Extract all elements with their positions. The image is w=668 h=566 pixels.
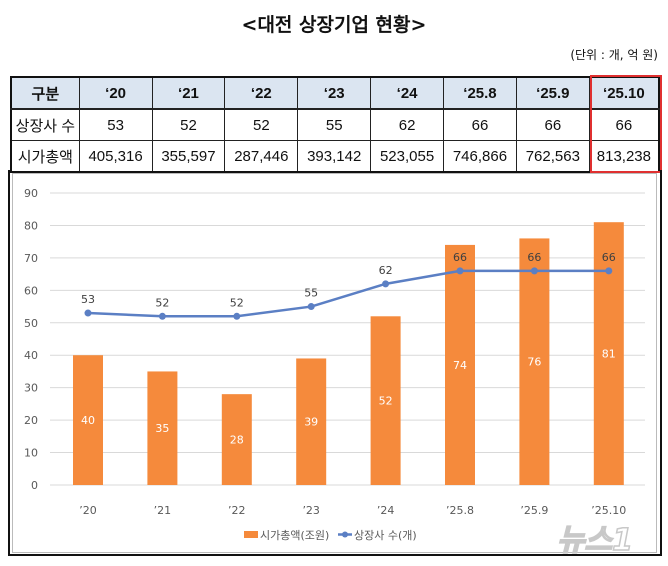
- bar-label: 76: [527, 356, 541, 369]
- table-cell: 405,316: [78, 140, 153, 173]
- page-title: <대전 상장기업 현황>: [241, 14, 427, 36]
- line-label: 53: [81, 293, 95, 306]
- legend-marker: [342, 531, 348, 538]
- bar-label: 28: [230, 434, 244, 447]
- y-tick-label: 0: [31, 479, 38, 492]
- line-point: [84, 309, 92, 317]
- y-tick-label: 10: [24, 447, 38, 460]
- line-point: [382, 280, 390, 288]
- x-tick-label: ’25.9: [520, 504, 548, 517]
- line-point: [158, 312, 166, 320]
- bar-label: 81: [602, 348, 616, 361]
- y-tick-label: 50: [24, 317, 38, 330]
- bar-label: 52: [379, 395, 393, 408]
- line-label: 62: [379, 264, 393, 277]
- table-cell: 66: [515, 108, 590, 141]
- table-row: 시가총액 405,316 355,597 287,446 393,142 523,055 7…: [10, 140, 660, 173]
- line-point: [605, 267, 613, 275]
- legend-label: 상장사 수(개): [354, 529, 417, 542]
- x-tick-label: ’25.10: [591, 504, 626, 517]
- chart-frame: [8, 170, 662, 556]
- table-cell: 62: [370, 108, 445, 141]
- table-cell: 523,055: [370, 140, 445, 173]
- row-label: 상장사 수: [10, 108, 80, 141]
- row-label: 시가총액: [10, 140, 80, 173]
- table-cell: 746,866: [443, 140, 517, 173]
- line-label: 66: [527, 251, 541, 264]
- header-row: 구분 ‘20 ‘21 ‘22 ‘23 ‘24 ‘25.8 ‘25.9 ‘25.10: [10, 76, 660, 110]
- y-tick-label: 20: [24, 414, 38, 427]
- y-tick-label: 60: [24, 284, 38, 297]
- series-line: [87, 269, 609, 318]
- bar: [147, 371, 178, 485]
- table-row: 상장사 수 53 52 52 55 62 66 66 66: [10, 108, 660, 141]
- x-tick-label: ’24: [377, 504, 395, 517]
- x-tick-label: ’21: [154, 504, 172, 517]
- legend-label: 시가총액(조원): [260, 529, 329, 542]
- unit-note: (단위 : 개, 억 원): [570, 48, 658, 62]
- bar: [73, 355, 103, 485]
- table-cell: 287,446: [224, 140, 299, 173]
- bar-label: 35: [155, 422, 169, 435]
- y-tick-label: 30: [24, 382, 38, 395]
- y-tick-label: 90: [24, 187, 38, 200]
- y-tick-label: 70: [24, 252, 38, 265]
- y-tick-label: 80: [24, 219, 38, 232]
- x-tick-label: ’22: [228, 504, 246, 517]
- x-tick-label: ’23: [302, 504, 320, 517]
- x-tick-label: ’25.8: [446, 504, 474, 517]
- watermark-logo: 뉴스1: [557, 523, 633, 558]
- line-label: 66: [453, 251, 467, 264]
- x-tick-label: ’20: [79, 504, 97, 517]
- chart-area: [12, 173, 657, 553]
- line-point: [530, 267, 538, 275]
- y-tick-label: 40: [24, 349, 38, 362]
- column-header: ‘20: [78, 76, 153, 110]
- bar: [445, 244, 475, 485]
- bar: [519, 238, 550, 485]
- legend-swatch-bar: [244, 531, 258, 538]
- table-cell: 393,142: [297, 140, 372, 173]
- bar-label: 74: [453, 359, 467, 372]
- column-header: ‘21: [151, 76, 226, 110]
- column-header: ‘25.9: [515, 76, 590, 110]
- column-header: ‘24: [370, 76, 445, 110]
- bar-label: 39: [304, 416, 318, 429]
- line-label: 52: [155, 296, 169, 309]
- column-header: ‘22: [224, 76, 299, 110]
- bar-label: 40: [81, 414, 95, 427]
- table-cell: 53: [78, 108, 153, 141]
- bar: [296, 358, 327, 485]
- column-header: ‘25.10: [588, 76, 660, 110]
- line-point: [456, 267, 464, 275]
- column-header: ‘25.8: [443, 76, 517, 110]
- column-header: 구분: [10, 76, 80, 110]
- bar: [593, 222, 624, 485]
- line-label: 52: [230, 296, 244, 309]
- table-cell: 762,563: [515, 140, 590, 173]
- column-header: ‘23: [297, 76, 372, 110]
- bar: [370, 316, 401, 485]
- line-label: 55: [304, 287, 318, 300]
- line-label: 66: [602, 251, 616, 264]
- table-cell: 813,238: [588, 140, 660, 173]
- table-cell: 55: [297, 108, 372, 141]
- bar: [221, 394, 252, 485]
- table-cell: 355,597: [151, 140, 226, 173]
- line-point: [233, 312, 241, 320]
- line-point: [307, 303, 315, 311]
